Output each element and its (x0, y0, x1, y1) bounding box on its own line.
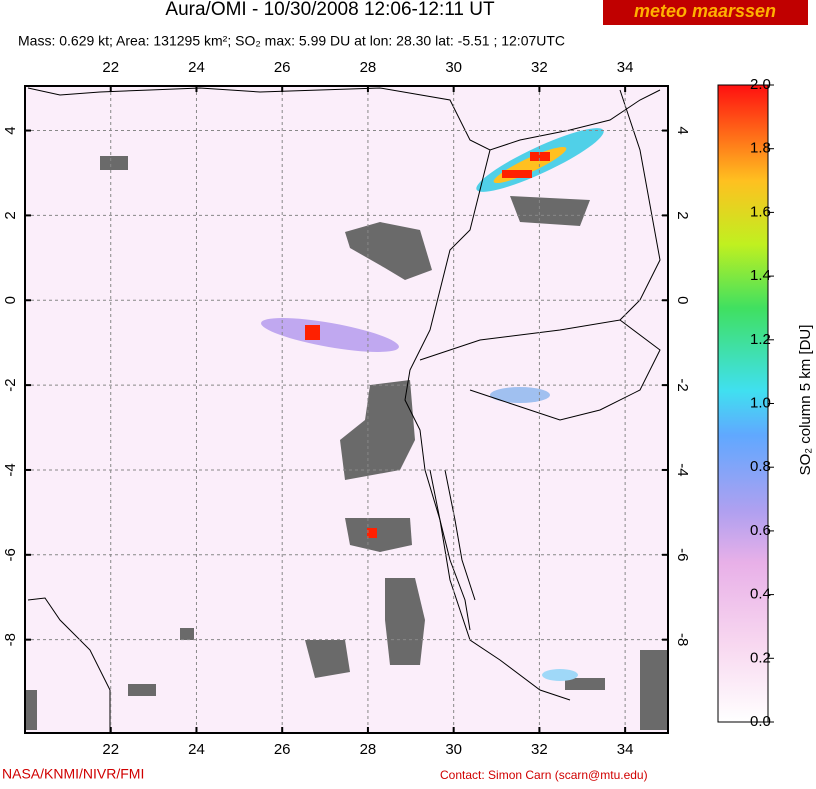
x-tick-label: 24 (188, 741, 205, 758)
y-tick-label: 0 (2, 296, 19, 304)
colorbar-tick-label: 0.6 (750, 522, 771, 539)
colorbar-tick-label: 0.8 (750, 458, 771, 475)
colorbar-tick-label: 2.0 (750, 76, 771, 93)
x-tick-label: 22 (102, 59, 119, 76)
y-tick-label: -8 (674, 633, 691, 646)
logo-box (603, 0, 808, 25)
y-tick-label: -8 (2, 633, 19, 646)
map-field (25, 86, 668, 733)
y-tick-label: -4 (2, 463, 19, 476)
no-data-area (25, 156, 668, 730)
colorbar-tick-label: 1.4 (750, 267, 771, 284)
y-tick-label: -4 (674, 463, 691, 476)
y-tick-label: 4 (674, 126, 691, 134)
x-tick-label: 32 (531, 741, 548, 758)
x-tick-label: 24 (188, 59, 205, 76)
x-tick-label: 22 (102, 741, 119, 758)
colorbar-tick-label: 0.0 (750, 713, 771, 730)
x-tick-label: 34 (617, 741, 634, 758)
y-tick-label: 0 (674, 296, 691, 304)
colorbar-tick-label: 0.4 (750, 586, 771, 603)
colorbar-label: SO₂ column 5 km [DU] (797, 325, 814, 476)
colorbar-tick-label: 1.8 (750, 140, 771, 157)
y-tick-label: -6 (674, 548, 691, 561)
map-frame (24, 85, 669, 734)
x-tick-label: 30 (445, 59, 462, 76)
x-tick-label: 28 (360, 741, 377, 758)
colorbar-tick-label: 1.0 (750, 394, 771, 411)
contact: Contact: Simon Carn (scarn@mtu.edu) (440, 768, 648, 782)
logo: meteo maarssen (634, 1, 776, 21)
x-tick-label: 28 (360, 59, 377, 76)
y-tick-label: 2 (2, 211, 19, 219)
x-tick-label: 32 (531, 59, 548, 76)
colorbar-tick-label: 1.6 (750, 203, 771, 220)
y-tick-label: -2 (2, 378, 19, 391)
so2-plume (261, 128, 604, 681)
title: Aura/OMI - 10/30/2008 12:06-12:11 UT (165, 0, 495, 20)
y-tick-label: 4 (2, 126, 19, 134)
x-tick-label: 26 (274, 741, 291, 758)
coastlines (27, 87, 661, 733)
x-tick-label: 34 (617, 59, 634, 76)
colorbar-tick-label: 1.2 (750, 331, 771, 348)
subtitle: Mass: 0.629 kt; Area: 131295 km²; SO₂ ma… (18, 33, 565, 49)
y-tick-label: -2 (674, 378, 691, 391)
x-tick-label: 26 (274, 59, 291, 76)
y-tick-label: -6 (2, 548, 19, 561)
y-tick-label: 2 (674, 211, 691, 219)
x-tick-label: 30 (445, 741, 462, 758)
credit: NASA/KNMI/NIVR/FMI (2, 766, 144, 782)
colorbar-tick-label: 0.2 (750, 649, 771, 666)
